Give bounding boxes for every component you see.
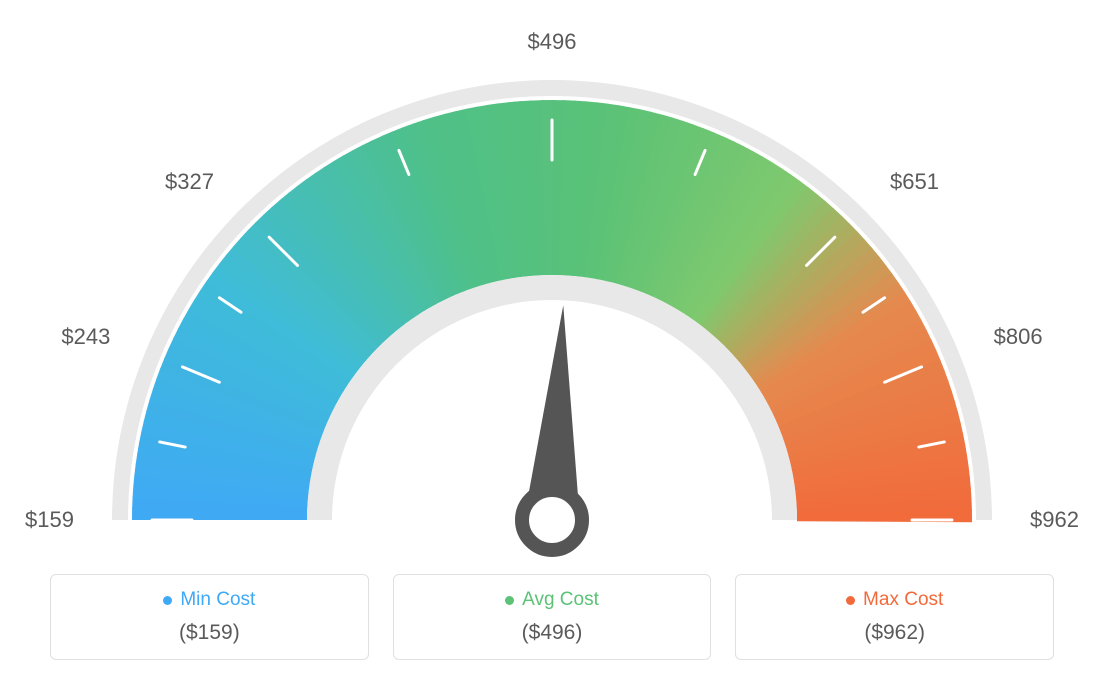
legend-card-min: Min Cost ($159) (50, 574, 369, 660)
gauge-tick-label: $243 (61, 324, 110, 350)
dot-icon (505, 596, 514, 605)
legend-card-avg: Avg Cost ($496) (393, 574, 712, 660)
legend-row: Min Cost ($159) Avg Cost ($496) Max Cost… (0, 574, 1104, 660)
gauge-tick-label: $806 (994, 324, 1043, 350)
legend-value: ($962) (746, 621, 1043, 645)
gauge-tick-label: $496 (528, 29, 577, 55)
legend-label: Max Cost (863, 589, 943, 611)
legend-card-max: Max Cost ($962) (735, 574, 1054, 660)
gauge-tick-label: $327 (165, 169, 214, 195)
legend-label: Min Cost (180, 589, 255, 611)
gauge-tick-label: $962 (1030, 507, 1079, 533)
legend-title-min: Min Cost (163, 589, 255, 611)
legend-value: ($496) (404, 621, 701, 645)
legend-label: Avg Cost (522, 589, 599, 611)
legend-title-max: Max Cost (846, 589, 943, 611)
dot-icon (163, 596, 172, 605)
dot-icon (846, 596, 855, 605)
gauge-tick-label: $159 (25, 507, 74, 533)
gauge-svg (0, 0, 1104, 560)
legend-value: ($159) (61, 621, 358, 645)
gauge-tick-label: $651 (890, 169, 939, 195)
legend-title-avg: Avg Cost (505, 589, 599, 611)
cost-gauge-chart: $159 $243 $327 $496 $651 $806 $962 (0, 0, 1104, 560)
